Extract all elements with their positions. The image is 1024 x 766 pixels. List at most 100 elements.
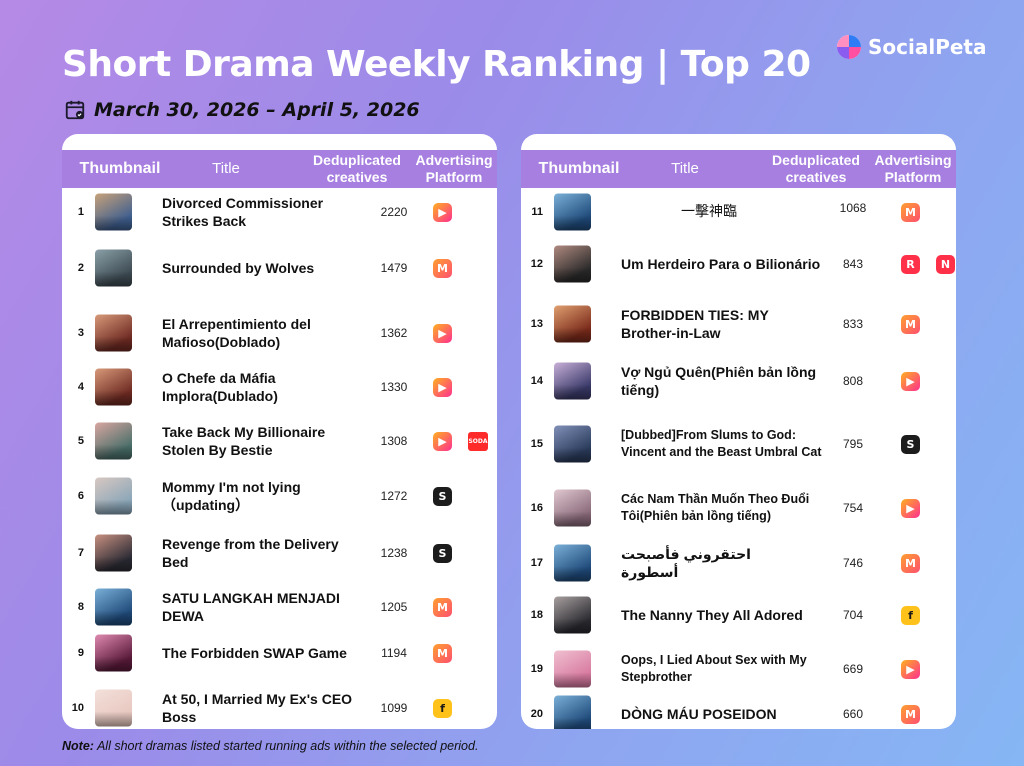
flextv-icon: f <box>901 605 920 625</box>
ranking-table-left: Thumbnail Title Deduplicated creatives A… <box>62 134 497 729</box>
table-row[interactable]: 6 Mommy I'm not lying （updating） 1272 S <box>62 469 497 523</box>
table-row[interactable]: 8 SATU LANGKAH MENJADI DEWA 1205 M <box>62 580 497 634</box>
footnote: Note: All short dramas listed started ru… <box>62 739 478 753</box>
drama-title: Revenge from the Delivery Bed <box>162 536 339 570</box>
drama-thumbnail[interactable] <box>554 596 591 634</box>
table-row[interactable]: 17 احتقروني فأصبحت أسطورة 746 M <box>521 536 956 590</box>
header-title: Title <box>671 160 699 177</box>
table-row[interactable]: 3 El Arrepentimiento del Mafioso(Doblado)… <box>62 306 497 360</box>
header-title: Title <box>212 160 240 177</box>
dramabox-icon: ▶ <box>433 431 452 451</box>
advertising-platforms: ▶ SODA <box>433 431 497 451</box>
header-deduplicated-line2: creatives <box>326 169 388 185</box>
rank-number: 18 <box>530 609 543 621</box>
creative-count: 1068 <box>839 200 867 215</box>
rank-number: 1 <box>77 206 84 218</box>
table-row[interactable]: 11 一擊神臨 1068 M <box>521 185 956 239</box>
table-row[interactable]: 7 Revenge from the Delivery Bed 1238 S <box>62 526 497 580</box>
creative-count: 808 <box>842 374 864 388</box>
table-row[interactable]: 16 Các Nam Thần Muốn Theo Đuổi Tôi(Phiên … <box>521 481 956 535</box>
drama-title: Surrounded by Wolves <box>162 260 315 276</box>
melolo-icon: M <box>433 643 452 663</box>
drama-thumbnail[interactable] <box>554 362 591 400</box>
header-thumbnail: Thumbnail <box>79 160 161 177</box>
table-row[interactable]: 20 DÒNG MÁU POSEIDON 660 M <box>521 687 956 729</box>
drama-title: FORBIDDEN TIES: MY Brother-in-Law <box>621 307 769 341</box>
flextv-icon: f <box>433 698 452 718</box>
advertising-platforms: ▶ <box>433 323 468 343</box>
drama-thumbnail[interactable] <box>95 477 132 515</box>
header-platform-line2: Platform <box>884 169 942 185</box>
drama-title: The Nanny They All Adored <box>621 607 803 623</box>
drama-title: O Chefe da Máfia Implora(Dublado) <box>162 370 278 404</box>
melolo-icon: M <box>901 553 920 573</box>
creative-count: 669 <box>842 662 864 676</box>
dramabox-icon: ▶ <box>901 498 920 518</box>
dramabox-icon: ▶ <box>901 659 920 679</box>
drama-thumbnail[interactable] <box>554 425 591 463</box>
drama-title: Các Nam Thần Muốn Theo Đuổi Tôi(Phiên bả… <box>621 492 810 523</box>
rank-number: 6 <box>77 490 84 502</box>
rank-number: 2 <box>77 262 84 274</box>
drama-thumbnail[interactable] <box>95 249 132 287</box>
drama-thumbnail[interactable] <box>554 650 591 688</box>
drama-thumbnail[interactable] <box>95 689 132 727</box>
rank-number: 5 <box>77 435 84 447</box>
shortmax-icon: S <box>433 486 452 506</box>
drama-thumbnail[interactable] <box>95 588 132 626</box>
footnote-label: Note: <box>62 739 94 753</box>
table-row[interactable]: 2 Surrounded by Wolves 1479 M <box>62 241 497 295</box>
drama-thumbnail[interactable] <box>554 544 591 582</box>
drama-thumbnail[interactable] <box>554 695 591 729</box>
advertising-platforms: S <box>433 486 468 506</box>
table-row[interactable]: 4 O Chefe da Máfia Implora(Dublado) 1330 ▶ <box>62 360 497 414</box>
shortmax-icon: S <box>901 434 920 454</box>
drama-thumbnail[interactable] <box>95 634 132 672</box>
advertising-platforms: ▶ <box>901 659 936 679</box>
table-row[interactable]: 12 Um Herdeiro Para o Bilionário 843 R N <box>521 237 956 291</box>
drama-thumbnail[interactable] <box>95 368 132 406</box>
drama-thumbnail[interactable] <box>554 193 591 231</box>
drama-thumbnail[interactable] <box>554 305 591 343</box>
drama-thumbnail[interactable] <box>95 534 132 572</box>
drama-thumbnail[interactable] <box>554 489 591 527</box>
table-row[interactable]: 15 [Dubbed]From Slums to God: Vincent and… <box>521 417 956 471</box>
header-deduplicated: Deduplicated creatives <box>307 152 407 186</box>
advertising-platforms: M <box>433 643 468 663</box>
table-body: 11 一擊神臨 1068 M 12 Um Herdeiro Para o Bilionár… <box>521 188 956 729</box>
rank-number: 10 <box>71 702 84 714</box>
header-platform: Advertising Platform <box>871 152 955 186</box>
rank-number: 16 <box>530 502 543 514</box>
table-row[interactable]: 19 Oops, I Lied About Sex with My Stepbro… <box>521 642 956 696</box>
creative-count: 1362 <box>380 326 408 340</box>
table-row[interactable]: 5 Take Back My Billionaire Stolen By Best… <box>62 414 497 468</box>
drama-title: Take Back My Billionaire Stolen By Besti… <box>162 424 326 458</box>
table-row[interactable]: 1 Divorced Commissioner Strikes Back 2220 ▶ <box>62 185 497 239</box>
drama-title: Vợ Ngủ Quên(Phiên bản lồng tiếng) <box>621 364 817 398</box>
dramabox-icon: ▶ <box>433 202 452 222</box>
date-range: March 30, 2026 – April 5, 2026 <box>64 98 420 122</box>
drama-title: Oops, I Lied About Sex with My Stepbroth… <box>621 653 807 684</box>
header-platform-line2: Platform <box>425 169 483 185</box>
creative-count: 754 <box>842 501 864 515</box>
drama-thumbnail[interactable] <box>554 245 591 283</box>
table-row[interactable]: 14 Vợ Ngủ Quên(Phiên bản lồng tiếng) 808 ▶ <box>521 354 956 408</box>
drama-thumbnail[interactable] <box>95 314 132 352</box>
advertising-platforms: ▶ <box>433 377 468 397</box>
table-row[interactable]: 9 The Forbidden SWAP Game 1194 M <box>62 626 497 680</box>
advertising-platforms: ▶ <box>901 371 936 391</box>
drama-thumbnail[interactable] <box>95 193 132 231</box>
advertising-platforms: f <box>901 605 936 625</box>
table-row[interactable]: 10 At 50, I Married My Ex's CEO Boss 1099 f <box>62 681 497 729</box>
drama-title: 一擊神臨 <box>681 204 737 220</box>
drama-thumbnail[interactable] <box>95 422 132 460</box>
rank-number: 19 <box>530 663 543 675</box>
rank-number: 17 <box>530 557 543 569</box>
table-row[interactable]: 13 FORBIDDEN TIES: MY Brother-in-Law 833 M <box>521 297 956 351</box>
soda-icon: SODA <box>468 431 488 451</box>
header-deduplicated-line2: creatives <box>785 169 847 185</box>
dramabox-icon: ▶ <box>433 323 452 343</box>
rank-number: 15 <box>530 438 543 450</box>
table-row[interactable]: 18 The Nanny They All Adored 704 f <box>521 588 956 642</box>
